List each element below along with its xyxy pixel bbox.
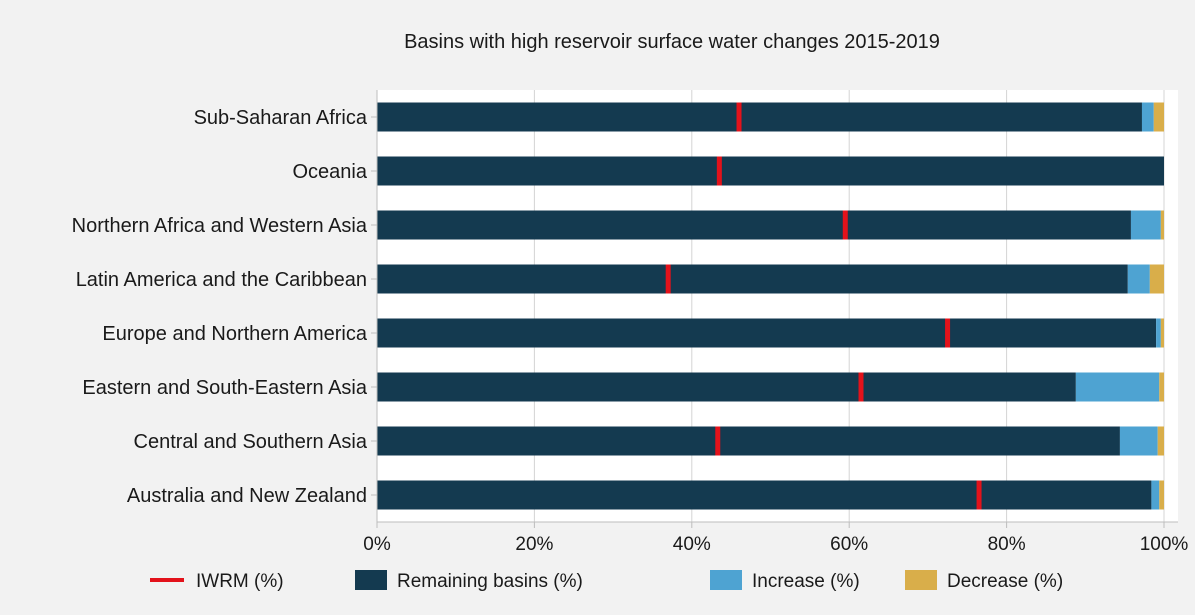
bar-segment (1075, 372, 1160, 402)
iwrm-marker (858, 372, 864, 402)
bar-segment (377, 264, 1128, 294)
legend-swatch-line (150, 578, 184, 582)
category-label: Oceania (293, 161, 368, 183)
bar-segment (1160, 318, 1164, 348)
bars (377, 102, 1164, 510)
iwrm-marker (842, 210, 848, 240)
chart-title: Basins with high reservoir surface water… (404, 31, 940, 53)
bar-segment (1159, 480, 1164, 510)
legend-swatch (355, 570, 387, 590)
bar-segment (1141, 102, 1154, 132)
category-label: Australia and New Zealand (127, 485, 367, 507)
legend: IWRM (%) Remaining basins (%) Increase (%)… (150, 570, 1063, 592)
bar-segment (1119, 426, 1158, 456)
legend-swatch (710, 570, 742, 590)
x-tick-label: 20% (515, 534, 553, 555)
bar-segment (1156, 318, 1161, 348)
bar-segment (377, 480, 1152, 510)
bar-segment (377, 372, 1076, 402)
axes: 0% 20% 40% 60% 80% 100% Sub-Saharan Africa Ocea… (72, 90, 1189, 555)
bar-segment (377, 156, 1164, 186)
legend-label: Decrease (%) (947, 571, 1063, 592)
category-label: Central and Southern Asia (134, 431, 368, 453)
bar-segment (377, 210, 1131, 240)
bar-segment (1159, 372, 1164, 402)
iwrm-marker (976, 480, 982, 510)
bar-segment (1157, 426, 1164, 456)
bar-segment (377, 318, 1157, 348)
bar-segment (1160, 210, 1164, 240)
legend-label: Remaining basins (%) (397, 571, 583, 592)
bar-segment (1149, 264, 1164, 294)
iwrm-marker (715, 426, 721, 456)
category-label: Europe and Northern America (102, 323, 367, 345)
bar-segment (1151, 480, 1160, 510)
category-label: Eastern and South-Eastern Asia (82, 377, 367, 399)
bar-segment (377, 102, 1142, 132)
x-tick-label: 100% (1140, 534, 1189, 555)
legend-swatch (905, 570, 937, 590)
iwrm-marker (736, 102, 742, 132)
bar-segment (1153, 102, 1164, 132)
iwrm-marker (665, 264, 671, 294)
x-tick-label: 60% (830, 534, 868, 555)
bar-segment (1130, 210, 1161, 240)
iwrm-marker (945, 318, 951, 348)
category-label: Sub-Saharan Africa (194, 107, 368, 129)
category-label: Latin America and the Caribbean (76, 269, 367, 291)
legend-label: IWRM (%) (196, 571, 284, 592)
plot-area (377, 90, 1178, 522)
iwrm-marker (716, 156, 722, 186)
legend-label: Increase (%) (752, 571, 860, 592)
iwrm-markers (665, 102, 982, 510)
x-tick-label: 80% (988, 534, 1026, 555)
category-label: Northern Africa and Western Asia (72, 215, 368, 237)
bar-segment (1127, 264, 1150, 294)
x-tick-label: 0% (363, 534, 391, 555)
bar-segment (377, 426, 1120, 456)
x-tick-label: 40% (673, 534, 711, 555)
